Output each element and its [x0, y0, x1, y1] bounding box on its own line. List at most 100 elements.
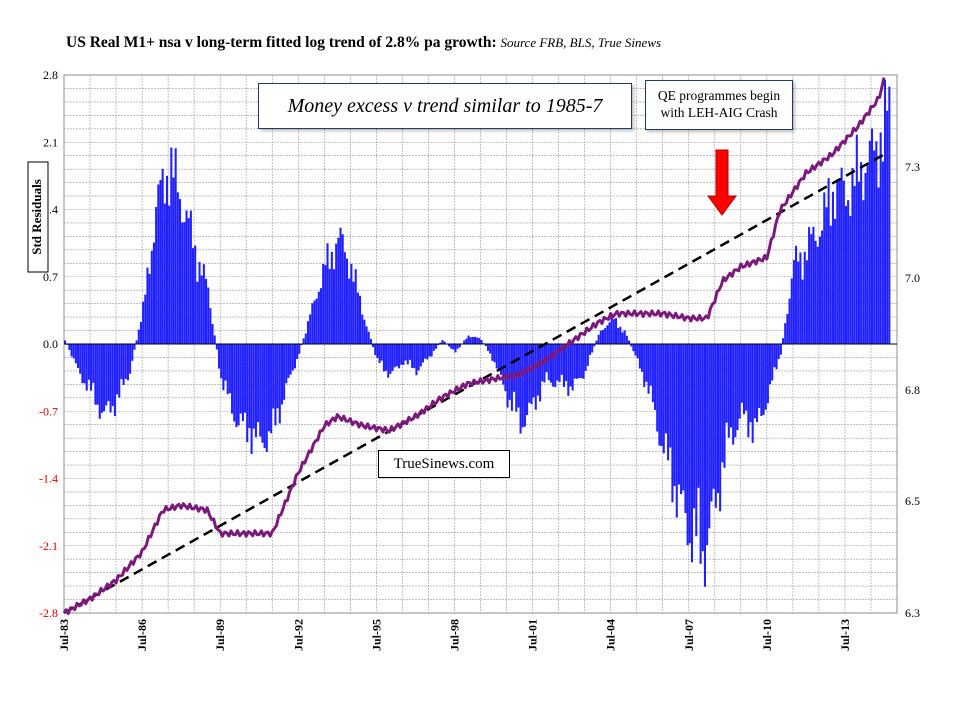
bar — [521, 344, 524, 428]
bar — [604, 328, 607, 344]
bar — [272, 344, 275, 409]
x-tick-label: Jul-10 — [760, 619, 774, 651]
bar — [324, 265, 327, 344]
bar — [868, 140, 871, 344]
bar — [317, 291, 320, 344]
bar — [749, 344, 752, 423]
bar — [578, 344, 581, 379]
bar — [372, 344, 375, 348]
bar — [534, 344, 537, 410]
left-tick-label: -1.4 — [39, 472, 58, 486]
bar — [740, 344, 743, 403]
bar — [816, 246, 819, 344]
bar — [729, 344, 733, 428]
bar — [220, 344, 223, 379]
bar — [580, 344, 583, 379]
bar — [330, 251, 333, 344]
bar — [558, 344, 561, 383]
bar — [764, 344, 767, 410]
bar — [569, 344, 572, 387]
bar — [98, 344, 101, 419]
bar — [183, 222, 186, 344]
bar — [319, 288, 323, 344]
bar — [356, 292, 359, 344]
bar — [808, 227, 811, 344]
bar — [621, 332, 624, 344]
bar — [571, 344, 574, 391]
bar — [526, 344, 529, 416]
bar — [450, 344, 453, 349]
bar — [103, 344, 106, 412]
bar — [376, 344, 379, 358]
bar — [703, 344, 706, 587]
bar — [671, 344, 674, 503]
bar — [278, 344, 281, 424]
left-tick-label: 2.1 — [43, 135, 58, 149]
bar — [118, 344, 121, 398]
bar — [185, 210, 188, 344]
bar — [419, 344, 422, 367]
bar — [801, 279, 804, 344]
bar — [595, 340, 598, 344]
bar — [792, 259, 795, 344]
bar — [586, 344, 589, 366]
bar — [790, 278, 793, 344]
bar — [443, 341, 446, 344]
bar — [178, 199, 182, 344]
bar — [716, 344, 720, 494]
bar — [296, 344, 299, 359]
bar — [406, 344, 409, 365]
bar — [471, 336, 474, 344]
bar — [144, 294, 147, 344]
bar — [291, 344, 294, 371]
bar — [651, 344, 654, 403]
bar — [105, 344, 108, 406]
bar — [246, 344, 249, 443]
bar — [834, 218, 837, 344]
bar — [215, 344, 218, 350]
bar — [480, 340, 483, 344]
bar — [582, 344, 585, 379]
bar — [122, 344, 125, 385]
x-tick-label: Jul-95 — [369, 619, 383, 651]
bar — [465, 338, 468, 344]
bar — [157, 184, 160, 344]
bar — [690, 344, 693, 563]
bar — [72, 344, 75, 359]
bar — [263, 344, 266, 449]
bar — [302, 338, 305, 344]
bar — [886, 110, 889, 345]
watermark-label: TrueSinews.com — [378, 450, 510, 478]
bar — [597, 334, 600, 344]
bar — [654, 344, 657, 411]
bar — [873, 150, 876, 344]
bar — [189, 210, 192, 344]
bar — [658, 344, 661, 446]
bar — [161, 168, 164, 344]
bar — [810, 234, 813, 344]
bar — [100, 344, 103, 413]
bar — [706, 344, 709, 545]
bar — [823, 192, 826, 344]
bar — [777, 344, 780, 360]
bar — [619, 326, 622, 344]
bar — [437, 344, 440, 346]
bar — [235, 344, 238, 428]
bar — [165, 175, 169, 344]
bar — [311, 303, 314, 344]
bar — [630, 344, 633, 347]
bar — [107, 344, 110, 402]
bar — [682, 344, 685, 491]
bar — [641, 344, 644, 372]
bar — [280, 344, 283, 405]
bar — [241, 344, 244, 422]
bar — [847, 200, 850, 344]
bar — [879, 132, 882, 344]
bar — [591, 344, 594, 353]
bar — [293, 344, 297, 369]
bar — [634, 344, 637, 356]
bar — [70, 344, 73, 357]
bar — [478, 338, 481, 344]
bar — [196, 281, 199, 344]
bar — [254, 344, 257, 438]
